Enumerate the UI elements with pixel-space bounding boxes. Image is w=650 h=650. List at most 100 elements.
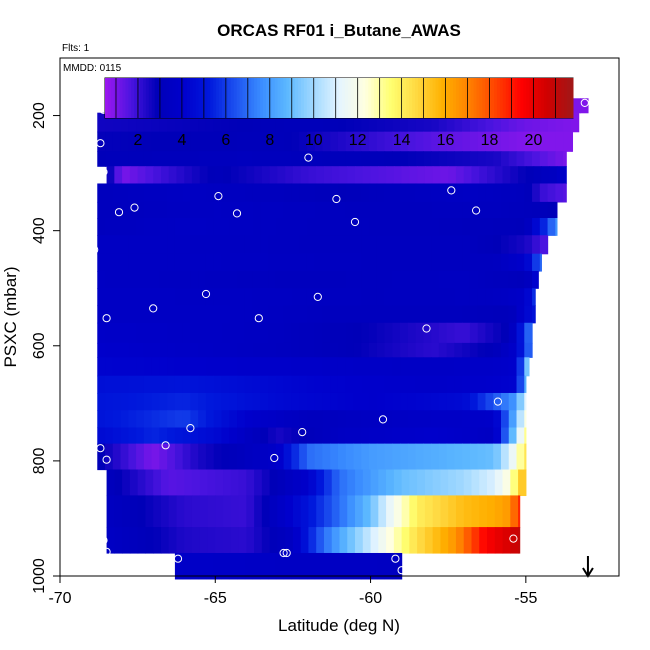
heatmap-cell [97,151,106,167]
heatmap-cell [407,201,417,219]
heatmap-cell [448,166,457,185]
heatmap-cell [252,342,261,358]
heatmap-cell [477,218,487,236]
heatmap-cell [322,235,331,255]
heatmap-cell [446,375,455,394]
heatmap-cell [423,131,432,152]
heatmap-cell [260,427,269,445]
heatmap-cell [477,410,487,429]
heatmap-cell [190,305,199,324]
heatmap-cell [283,392,292,411]
heatmap-cell [159,218,168,236]
heatmap-cell [314,443,324,471]
heatmap-cell [136,151,145,167]
colorbar-segment [318,78,322,118]
colorbar-segment [447,78,451,118]
heatmap-cell [376,305,386,324]
heatmap-cell [136,342,145,358]
heatmap-cell [112,183,122,203]
colorbar-segment [458,78,463,118]
y-tick-label: 400 [31,217,48,244]
heatmap-cell [105,253,114,272]
heatmap-cell [330,552,339,580]
heatmap-cell [446,322,455,344]
colorbar-segment [330,78,334,118]
heatmap-cell [471,166,480,185]
heatmap-cell [105,288,114,307]
heatmap-cell [129,495,139,528]
colorbar-segment [303,78,308,118]
heatmap-cell [291,218,300,236]
heatmap-cell [306,218,316,236]
heatmap-cell [392,253,401,272]
heatmap-cell [268,151,277,167]
heatmap-cell [462,322,471,344]
heatmap-cell [361,131,370,152]
heatmap-cell [330,288,339,307]
heatmap-cell [159,305,168,324]
heatmap-cell [129,527,139,554]
heatmap-cell [455,495,465,528]
sample-point [102,455,111,464]
heatmap-cell [386,527,395,554]
heatmap-cell [198,322,207,344]
heatmap-cell [268,235,277,255]
colorbar-segment [347,78,352,118]
colorbar-segment [222,78,226,118]
heatmap-cell [174,375,184,394]
heatmap-cell [331,469,341,497]
heatmap-cell [229,288,238,307]
heatmap-cell [159,443,168,471]
heatmap-cell [260,392,269,411]
y-tick-label: 800 [31,447,48,474]
heatmap-cell [283,131,292,152]
heatmap-cell [145,469,154,497]
heatmap-cell [400,410,409,429]
heatmap-cell [285,495,294,528]
heatmap-cell [112,427,122,445]
heatmap-cell [516,151,525,167]
colorbar-segment [160,78,164,118]
heatmap-cell [539,253,542,272]
heatmap-cell [469,253,479,272]
heatmap-cell [409,527,418,554]
heatmap-cell [369,218,378,236]
colorbar-segment [260,78,264,118]
colorbar-segment [280,78,284,118]
heatmap-cell [105,305,114,324]
heatmap-cell [151,427,160,445]
heatmap-cell [143,342,153,358]
heatmap-cell [252,552,261,580]
heatmap-cell [469,131,479,152]
sample-point [96,444,105,453]
heatmap-cell [306,235,316,255]
heatmap-cell [508,270,518,289]
heatmap-cell [345,235,355,255]
heatmap-cell [532,235,541,255]
colorbar-segment [400,78,404,118]
heatmap-cell [292,469,302,497]
heatmap-cell [306,305,316,324]
heatmap-cell [345,443,355,471]
down-arrow-icon [582,556,594,578]
heatmap-cell [438,235,448,255]
heatmap-cell [510,527,519,554]
heatmap-cell [322,443,331,471]
colorbar-segment [324,78,328,118]
heatmap-cell [516,322,525,344]
heatmap-cell [524,270,533,289]
heatmap-cell [392,131,401,152]
colorbar-segment [502,78,507,118]
heatmap-cell [516,305,525,324]
heatmap-cell [143,270,153,289]
colorbar-segment [309,78,314,118]
heatmap-cell [392,410,401,429]
heatmap-cell [159,410,168,429]
heatmap-cell [369,270,378,289]
heatmap-cell [493,151,502,167]
colorbar-segment [494,78,498,118]
heatmap-cell [252,288,261,307]
heatmap-cell [237,357,246,377]
heatmap-cell [143,305,153,324]
heatmap-cell [493,305,502,324]
